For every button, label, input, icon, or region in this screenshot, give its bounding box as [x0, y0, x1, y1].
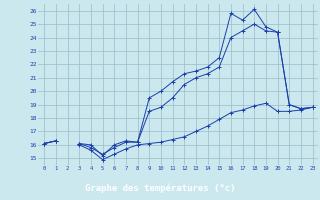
- Text: Graphe des températures (°c): Graphe des températures (°c): [85, 184, 235, 193]
